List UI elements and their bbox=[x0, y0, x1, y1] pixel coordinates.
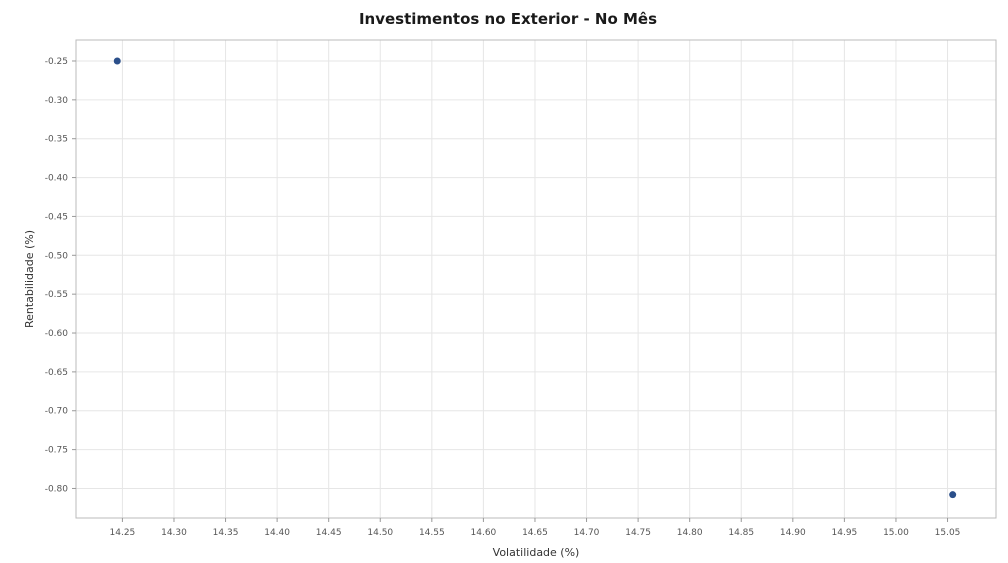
x-tick-label: 14.30 bbox=[161, 528, 187, 538]
x-tick-label: 14.90 bbox=[780, 528, 806, 538]
y-tick-label: -0.60 bbox=[45, 329, 69, 339]
x-tick-label: 14.70 bbox=[574, 528, 600, 538]
grid bbox=[76, 40, 996, 518]
x-axis-label: Volatilidade (%) bbox=[493, 546, 580, 559]
chart-title: Investimentos no Exterior - No Mês bbox=[359, 10, 657, 28]
axis-ticks: 14.25 14.30 14.35 14.40 14.45 14.50 14.55 14.60… bbox=[45, 57, 961, 538]
y-tick-label: -0.80 bbox=[45, 484, 69, 494]
data-point bbox=[113, 57, 121, 65]
x-tick-label: 14.65 bbox=[522, 528, 548, 538]
data-point bbox=[949, 491, 957, 499]
x-tick-label: 14.80 bbox=[677, 528, 703, 538]
y-tick-label: -0.50 bbox=[45, 251, 69, 261]
x-tick-label: 14.55 bbox=[419, 528, 445, 538]
x-tick-label: 14.50 bbox=[367, 528, 393, 538]
x-tick-label: 14.85 bbox=[728, 528, 754, 538]
plot-area-frame bbox=[75, 39, 997, 519]
x-tick-label: 15.00 bbox=[883, 528, 909, 538]
x-tick-label: 14.25 bbox=[110, 528, 136, 538]
x-tick-label: 14.60 bbox=[471, 528, 497, 538]
y-tick-label: -0.75 bbox=[45, 446, 68, 456]
y-tick-label: -0.55 bbox=[45, 290, 68, 300]
y-tick-label: -0.25 bbox=[45, 57, 68, 67]
x-tick-label: 15.05 bbox=[935, 528, 961, 538]
y-tick-label: -0.35 bbox=[45, 135, 68, 145]
x-tick-label: 14.45 bbox=[316, 528, 342, 538]
x-tick-label: 14.40 bbox=[264, 528, 290, 538]
y-tick-label: -0.70 bbox=[45, 407, 69, 417]
x-tick-label: 14.75 bbox=[625, 528, 651, 538]
data-points bbox=[113, 57, 957, 499]
y-tick-label: -0.30 bbox=[45, 96, 69, 106]
y-axis-label: Rentabilidade (%) bbox=[23, 230, 36, 328]
x-tick-label: 14.95 bbox=[832, 528, 858, 538]
y-tick-label: -0.45 bbox=[45, 212, 68, 222]
y-tick-label: -0.40 bbox=[45, 174, 69, 184]
x-tick-label: 14.35 bbox=[213, 528, 239, 538]
y-tick-label: -0.65 bbox=[45, 368, 68, 378]
